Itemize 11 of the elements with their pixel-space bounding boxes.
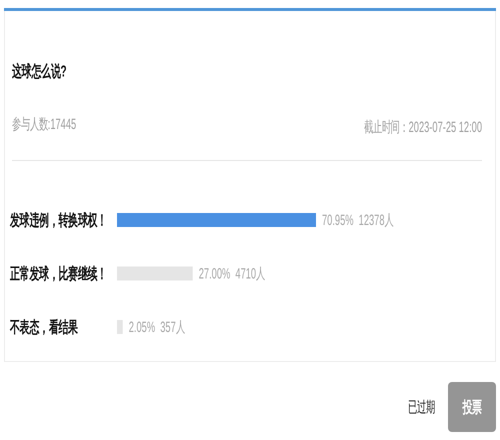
y-tick-label: 发球违例，转换球权！ — [9, 210, 107, 230]
data-label: 2.05% 357人 — [128, 318, 185, 336]
y-tick-label: 正常发球，比赛继续！ — [9, 264, 107, 283]
chart-title: 这球怎么说? — [11, 62, 66, 80]
text: 投票 — [462, 398, 482, 416]
chart-subtitle: 参与人数:17445 — [12, 116, 76, 132]
text: 截止时间：2023-07-25 12:00 — [364, 118, 482, 136]
data-label: 70.95% 12378人 — [322, 212, 394, 228]
text: 已过期 — [408, 398, 435, 416]
data-label: 27.00% 4710人 — [198, 265, 266, 282]
y-tick-label: 不表态，看结果 — [9, 318, 79, 336]
